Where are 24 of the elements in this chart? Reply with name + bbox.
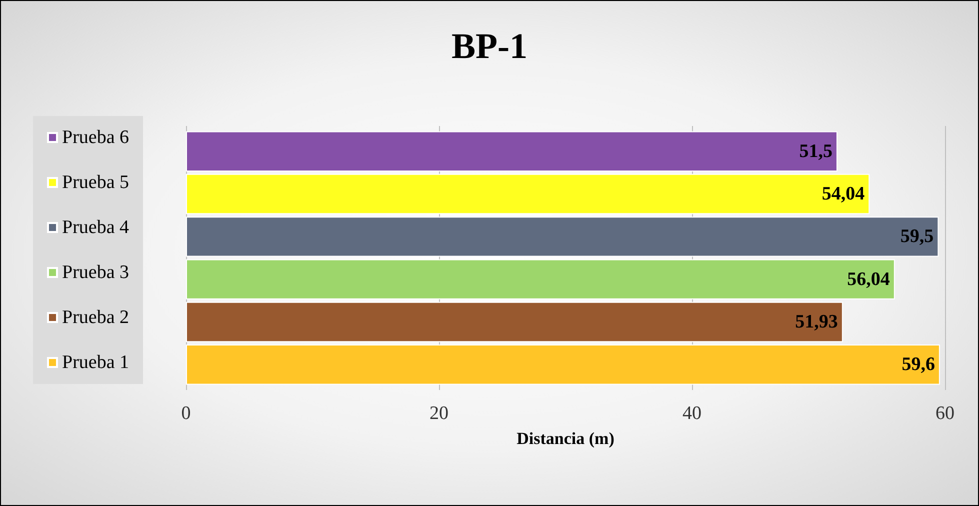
data-label: 51,93: [795, 311, 838, 332]
bar: [186, 259, 895, 300]
legend-label: Prueba 1: [62, 352, 130, 373]
data-label: 59,5: [900, 226, 934, 248]
x-tick-label: 0: [181, 403, 191, 424]
data-label: 59,6: [902, 354, 935, 376]
data-label: 54,04: [822, 184, 866, 205]
legend-label: Prueba 5: [62, 172, 130, 193]
legend-label: Prueba 6: [62, 127, 130, 148]
legend-label: Prueba 2: [62, 307, 130, 328]
bar: [186, 302, 843, 342]
bar: [186, 344, 940, 385]
data-label: 56,04: [847, 268, 890, 290]
x-tick-label: 20: [430, 403, 448, 424]
chart-title: BP-1: [452, 26, 528, 66]
data-label: 51,5: [799, 140, 832, 162]
bar: [186, 216, 939, 257]
legend-label: Prueba 3: [62, 262, 130, 283]
x-axis-title: Distancia (m): [516, 429, 614, 448]
bar: [186, 174, 870, 214]
x-tick-label: 40: [682, 403, 702, 424]
legend-label: Prueba 4: [62, 217, 130, 238]
bar: [186, 131, 838, 172]
x-tick-label: 60: [936, 403, 954, 424]
